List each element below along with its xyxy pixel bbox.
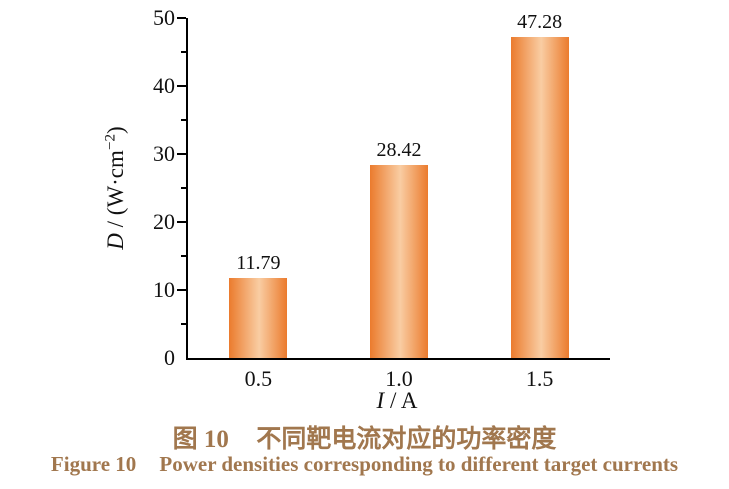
y-major-tick bbox=[177, 17, 186, 19]
plot-area: 0 10 20 30 40 50 11.79 0.5 28.42 1.0 47.28 1.5 bbox=[153, 5, 610, 391]
y-tick-label: 50 bbox=[153, 5, 175, 30]
y-tick-label: 10 bbox=[153, 277, 175, 302]
y-axis-variable: D bbox=[103, 233, 128, 250]
x-category-label: 1.0 bbox=[385, 366, 413, 391]
x-axis-variable: I bbox=[376, 388, 385, 413]
x-axis-label: I / A bbox=[186, 388, 608, 414]
y-tick-label: 40 bbox=[153, 73, 175, 98]
y-major-tick bbox=[177, 289, 186, 291]
y-minor-tick bbox=[181, 255, 186, 257]
y-minor-tick bbox=[181, 51, 186, 53]
x-axis-unit: / A bbox=[384, 388, 418, 413]
y-major-tick bbox=[177, 153, 186, 155]
bar bbox=[229, 277, 288, 358]
figure-caption-chinese: 图 10 不同靶电流对应的功率密度 bbox=[0, 419, 729, 455]
y-major-tick bbox=[177, 221, 186, 223]
y-axis-unit-post: ) bbox=[103, 126, 128, 134]
y-minor-tick bbox=[181, 119, 186, 121]
y-tick-label: 0 bbox=[164, 345, 175, 370]
bar-value-label: 11.79 bbox=[236, 251, 281, 274]
bar bbox=[510, 36, 569, 358]
x-category-label: 0.5 bbox=[244, 366, 273, 391]
y-major-tick bbox=[177, 85, 186, 87]
y-minor-tick bbox=[181, 187, 186, 189]
y-minor-tick bbox=[181, 323, 186, 325]
y-tick-label: 30 bbox=[153, 141, 175, 166]
bar bbox=[370, 164, 428, 358]
bar-value-label: 47.28 bbox=[517, 10, 563, 33]
figure-title-en: Power densities corresponding to differe… bbox=[159, 452, 679, 476]
figure-caption-english: Figure 10 Power densities corresponding t… bbox=[0, 452, 729, 477]
x-category-label: 1.5 bbox=[525, 366, 554, 391]
bar-value-label: 28.42 bbox=[376, 138, 422, 161]
y-tick-label: 20 bbox=[153, 209, 175, 234]
figure-number-en: Figure 10 bbox=[50, 452, 137, 476]
figure-number-cn: 图 10 bbox=[172, 426, 229, 453]
figure-title-cn: 不同靶电流对应的功率密度 bbox=[256, 426, 557, 453]
